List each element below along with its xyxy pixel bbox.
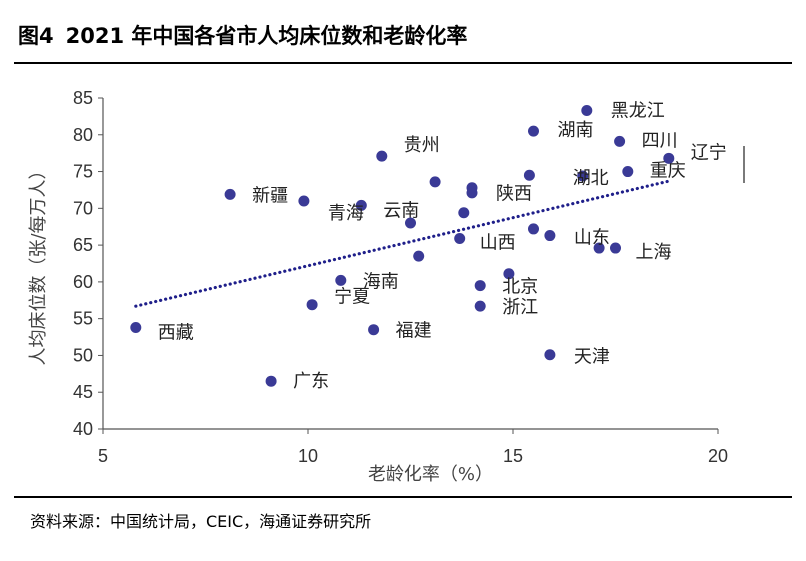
data-point (528, 125, 539, 137)
data-point (544, 230, 556, 242)
chart-axes: 40 45 50 55 60 65 70 75 80 85 5 10 15 20 (73, 88, 728, 466)
point-label: 贵州 (404, 135, 440, 156)
point-label: 天津 (574, 347, 610, 368)
point-label: 新疆 (252, 185, 288, 206)
data-point (265, 375, 277, 387)
y-axis-title: 人均床位数（张/每万人） (28, 161, 49, 365)
point-label: 湖南 (558, 120, 594, 141)
data-point (368, 324, 380, 336)
point-label: 福建 (396, 321, 432, 342)
data-point (528, 223, 539, 235)
point-label: 广东 (293, 371, 329, 392)
point-label: 青海 (328, 203, 364, 224)
data-point (355, 199, 367, 211)
data-point (306, 299, 318, 311)
data-point (523, 169, 535, 181)
point-label: 上海 (636, 242, 672, 263)
point-label: 浙江 (502, 297, 538, 318)
data-point (376, 150, 388, 162)
point-label: 四川 (642, 130, 678, 151)
data-point (577, 170, 589, 182)
data-point (458, 207, 470, 219)
trend-line (134, 179, 671, 308)
figure-number: 图4 (18, 24, 54, 48)
y-tick-label: 60 (73, 272, 93, 292)
data-point (413, 250, 425, 262)
point-label: 黑龙江 (611, 101, 665, 122)
point-label: 宁夏 (334, 287, 370, 308)
point-label: 海南 (363, 271, 399, 292)
data-point (622, 166, 634, 178)
x-axis-title: 老龄化率（%） (368, 464, 493, 485)
data-point (130, 321, 142, 333)
top-rule (14, 62, 792, 64)
data-point (610, 242, 621, 254)
data-point (224, 188, 236, 200)
y-tick-label: 65 (73, 235, 93, 255)
x-tick-label: 10 (298, 446, 318, 466)
y-tick-label: 40 (73, 419, 93, 439)
point-label: 云南 (383, 200, 419, 221)
point-label: 辽宁 (691, 142, 727, 163)
point-label: 山西 (480, 232, 516, 253)
data-point (429, 176, 441, 188)
figure-title: 2021 年中国各省市人均床位数和老龄化率 (65, 24, 468, 48)
x-tick-label: 15 (503, 446, 523, 466)
y-tick-label: 45 (73, 382, 93, 402)
x-tick-label: 5 (98, 446, 108, 466)
trend-line-group (134, 179, 671, 308)
data-points (130, 105, 675, 387)
data-point (663, 152, 675, 164)
y-tick-label: 80 (73, 125, 93, 145)
point-label: 湖北 (573, 168, 609, 189)
bottom-rule (14, 496, 792, 498)
data-point (614, 135, 626, 147)
data-point (474, 300, 486, 312)
point-label: 山东 (574, 228, 610, 249)
data-point (466, 187, 478, 199)
source-note: 资料来源：中国统计局，CEIC，海通证券研究所 (30, 512, 372, 531)
y-tick-label: 55 (73, 309, 93, 329)
data-point (581, 105, 593, 117)
data-point (454, 232, 466, 244)
y-tick-label: 50 (73, 345, 93, 365)
data-point (298, 195, 310, 207)
y-tick-label: 85 (73, 88, 93, 108)
data-point (544, 349, 556, 361)
figure-title-bar: 图4 2021 年中国各省市人均床位数和老龄化率 (18, 14, 788, 58)
point-label: 重庆 (650, 161, 686, 182)
data-point (335, 274, 347, 286)
data-point (593, 242, 605, 254)
x-tick-label: 20 (708, 446, 728, 466)
data-point (474, 280, 486, 292)
data-point (503, 268, 515, 280)
y-tick-label: 70 (73, 198, 93, 218)
y-tick-label: 75 (73, 162, 93, 182)
data-point (405, 217, 416, 229)
point-label: 陕西 (496, 184, 532, 205)
point-label: 北京 (502, 277, 538, 298)
point-label: 西藏 (158, 322, 194, 343)
